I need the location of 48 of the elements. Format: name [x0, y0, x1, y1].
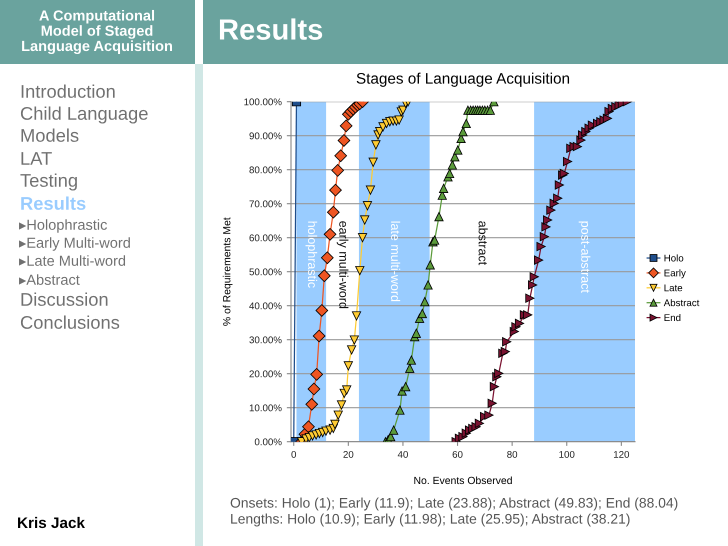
legend-label: Early — [664, 269, 686, 278]
text: ▸Late Multi-word — [19, 255, 126, 266]
legend-label: Late — [664, 284, 682, 292]
x-axis-title: No. Events Observed — [414, 476, 512, 484]
text: Introduction — [22, 84, 115, 98]
legend-label: End — [664, 314, 680, 322]
text: Results — [21, 196, 86, 210]
x-tick-label: 60 — [452, 450, 463, 458]
text: ▸Early Multi-word — [19, 237, 130, 251]
text: A Computational Model of Staged Language Acquisition — [22, 10, 172, 54]
y-tick-label: 40.00% — [249, 302, 282, 310]
text: Conclusions — [20, 315, 120, 329]
text: ▸Abstract — [19, 274, 80, 285]
band-label: abstract — [478, 221, 488, 266]
text: Kris Jack — [18, 516, 85, 528]
text: ▸Holophrastic — [19, 219, 107, 233]
x-tick-label: 80 — [507, 450, 518, 458]
text: Results — [220, 18, 322, 40]
band-label: early multi-word — [336, 221, 348, 308]
text: Discussion — [22, 292, 108, 306]
y-tick-label: 60.00% — [249, 234, 282, 242]
x-tick-label: 20 — [343, 450, 354, 458]
y-tick-label: 20.00% — [249, 370, 282, 378]
y-tick-label: 100.00% — [244, 98, 282, 106]
text: Lengths: Holo (10.9); Early (11.98); Late (25.95); Abstract (38.21) — [231, 514, 630, 526]
x-tick-label: 100 — [559, 450, 574, 458]
text: Onsets: Holo (1); Early (11.9); Late (23.88); Abstract (49.83); End (88.04) — [230, 498, 678, 510]
y-tick-label: 90.00% — [249, 132, 282, 140]
x-tick-label: 40 — [398, 450, 408, 458]
chart-title: Stages of Language Acquisition — [356, 72, 570, 87]
text: Child Language — [20, 106, 148, 124]
y-tick-label: 10.00% — [250, 404, 282, 412]
y-axis-title: % of Requirements Met — [222, 217, 232, 326]
x-tick-label: 120 — [614, 450, 630, 458]
band-label: post-abstract — [578, 222, 590, 293]
x-tick-label: 0 — [291, 450, 296, 458]
y-tick-label: 30.00% — [249, 336, 282, 344]
text: Testing — [20, 173, 77, 191]
legend-label: Abstract — [664, 299, 700, 306]
band-label: late multi-word — [390, 222, 400, 302]
y-tick-label: 70.00% — [250, 200, 282, 208]
text: Models — [22, 128, 78, 142]
band-label: holophrastic — [306, 222, 318, 288]
y-tick-label: 0.00% — [254, 438, 282, 446]
legend-label: Holo — [664, 254, 684, 262]
y-tick-label: 50.00% — [249, 268, 282, 276]
y-tick-label: 80.00% — [249, 166, 282, 174]
text: LAT — [22, 152, 52, 165]
